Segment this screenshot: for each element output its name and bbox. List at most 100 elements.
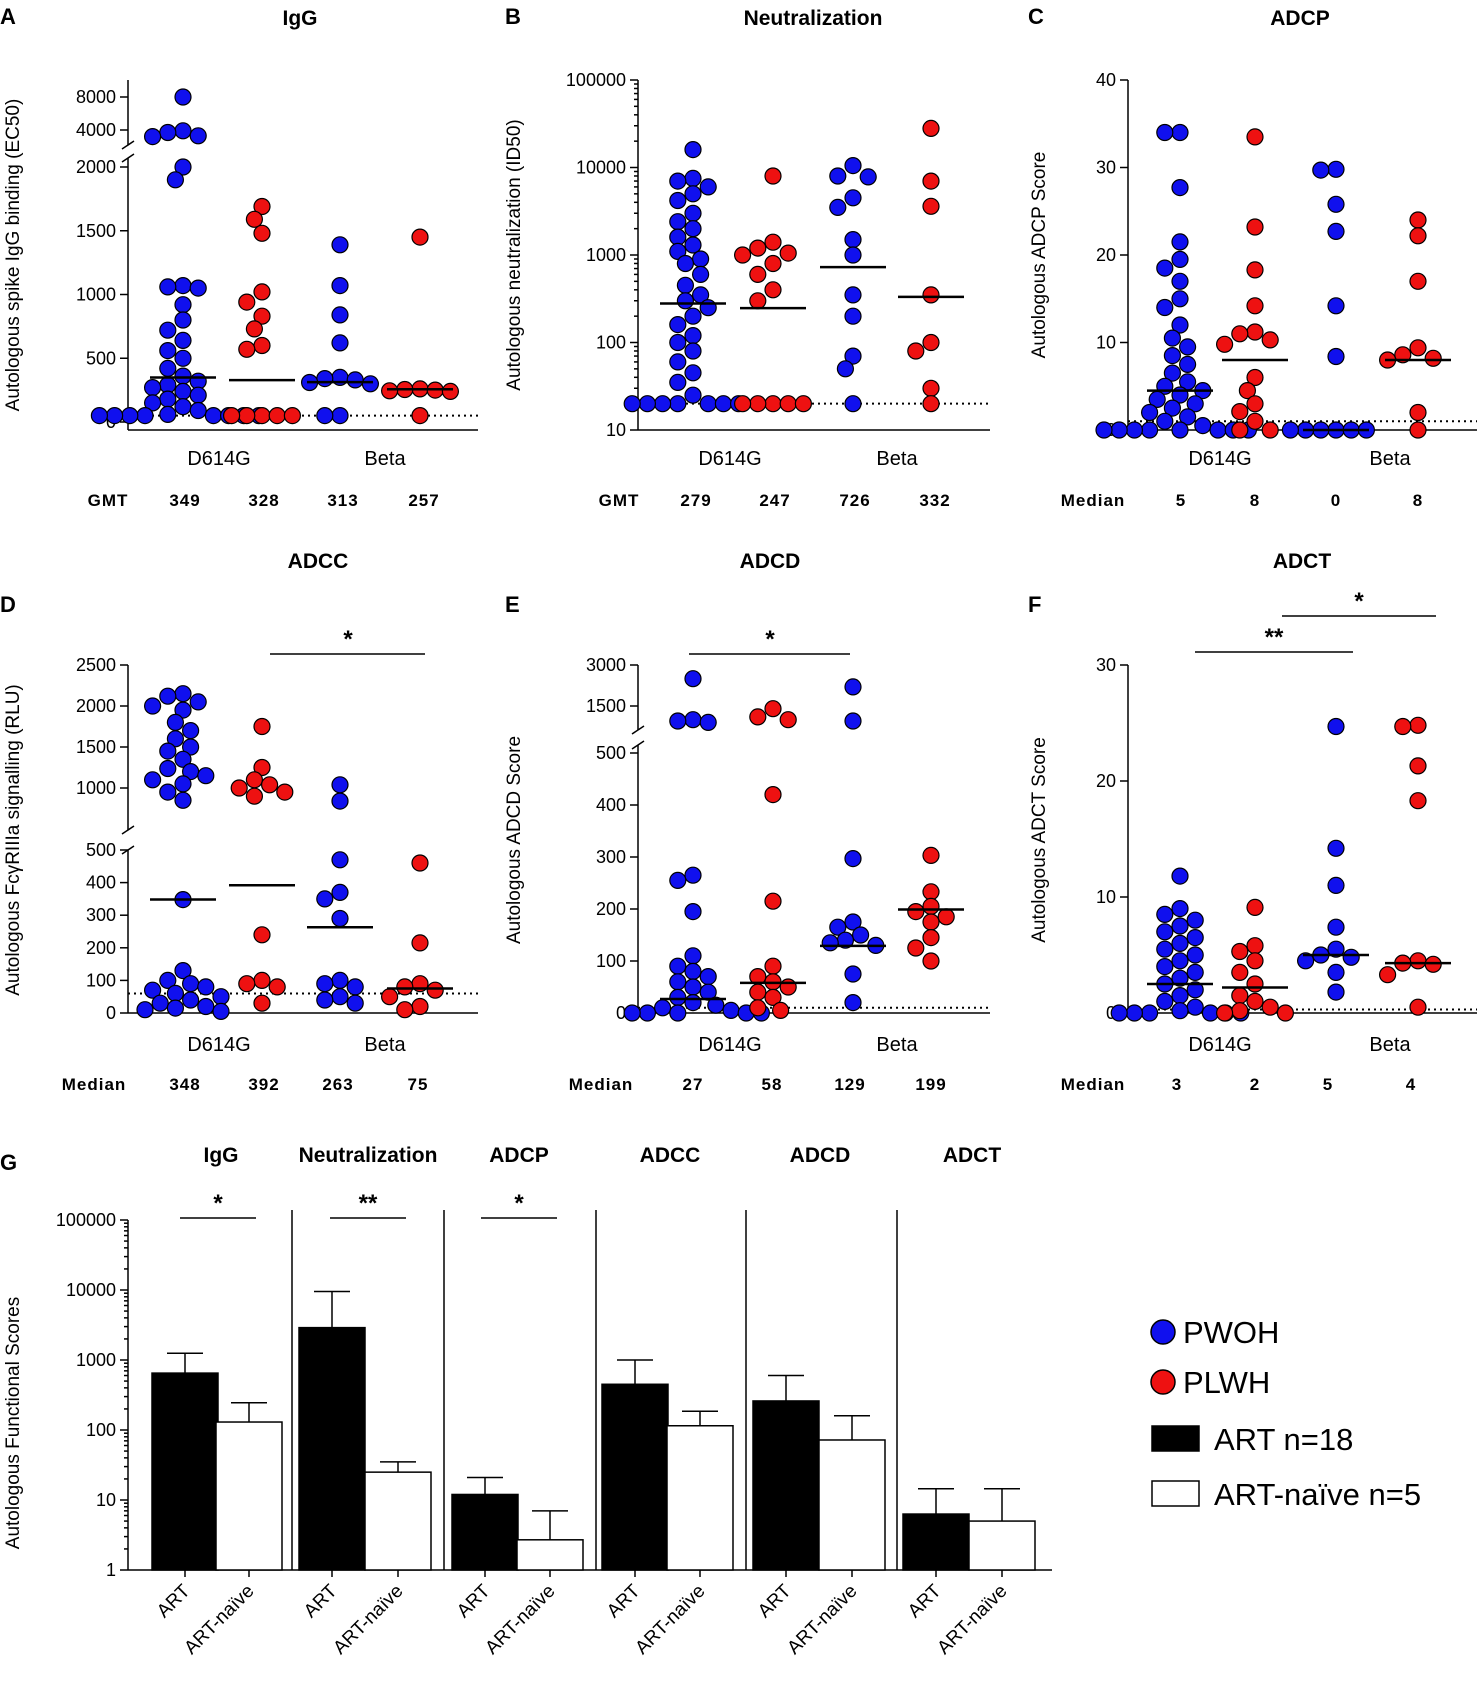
plwh-data-point [1409, 998, 1427, 1016]
stat-value: 8 [1250, 491, 1260, 510]
g-title-neutralization: Neutralization [299, 1144, 438, 1167]
pwoh-data-point [844, 849, 862, 868]
pwoh-data-point [1156, 259, 1174, 277]
pwoh-data-point [1327, 918, 1345, 936]
y-tick-label: 400 [86, 873, 116, 893]
pwoh-data-point [829, 918, 847, 936]
pwoh-data-point [1171, 421, 1189, 439]
plwh-data-point [411, 228, 429, 246]
stat-value: 5 [1176, 491, 1186, 510]
pwoh-data-point [691, 265, 710, 283]
plot-layer: 0500100015002000400080001010010001000010… [56, 70, 1477, 1659]
pwoh-data-point [669, 973, 687, 991]
pwoh-data-point [1194, 417, 1212, 435]
x-label-art: ART [153, 1580, 195, 1622]
pwoh-data-point [684, 220, 702, 238]
pwoh-data-point [159, 783, 177, 801]
category-d614g-d: D614G [187, 1034, 250, 1056]
y-tick-label: 10 [606, 420, 626, 440]
pwoh-data-point [174, 775, 192, 793]
y-tick-label: 100000 [566, 70, 626, 90]
pwoh-data-point [331, 407, 349, 425]
plwh-data-point [238, 340, 256, 358]
pwoh-data-point [1186, 946, 1204, 964]
axis-break-mark [631, 725, 645, 735]
g-significance-star: * [213, 1190, 223, 1217]
plwh-data-point [1409, 227, 1427, 245]
y-tick-label: 400 [596, 795, 626, 815]
x-label-art-naive: ART-naïve [481, 1581, 559, 1659]
pwoh-data-point [1171, 952, 1189, 970]
legend-art-label: ART n=18 [1214, 1422, 1353, 1457]
plwh-data-point [1215, 335, 1234, 353]
axis-break-mark [121, 153, 135, 163]
pwoh-data-point [159, 759, 177, 778]
legend: PWOH PLWH ART n=18 ART-naïve n=5 [1150, 1315, 1421, 1512]
y-tick-label: 10 [1096, 333, 1116, 353]
pwoh-data-point [1163, 399, 1182, 417]
pwoh-data-point [159, 405, 177, 423]
pwoh-data-point [669, 871, 687, 890]
legend-pwoh-marker [1150, 1319, 1176, 1345]
y-tick-label: 1000 [76, 778, 116, 798]
pwoh-data-point [1327, 195, 1345, 213]
plwh-data-point [253, 717, 271, 736]
pwoh-data-point [1171, 272, 1189, 290]
pwoh-data-point [684, 204, 702, 222]
y-tick-label: 2000 [76, 157, 116, 177]
pwoh-data-point [699, 967, 717, 986]
stat-value: 313 [327, 491, 358, 510]
pwoh-data-point [669, 957, 687, 975]
pwoh-data-point [331, 792, 349, 810]
stat-value: 279 [680, 491, 711, 510]
panel-label-d: D [0, 592, 16, 617]
x-label-art-naive: ART-naïve [180, 1581, 258, 1659]
plwh-data-point [253, 926, 271, 944]
panel-label-e: E [505, 592, 520, 617]
pwoh-data-point [174, 398, 192, 416]
y-tick-label: 10000 [576, 158, 626, 178]
stat-value: 247 [759, 491, 790, 510]
pwoh-data-point [182, 738, 200, 756]
pwoh-data-point [189, 127, 207, 145]
category-beta-e: Beta [876, 1034, 918, 1056]
pwoh-data-point [174, 791, 192, 809]
pwoh-data-point [676, 292, 695, 310]
plwh-data-point [426, 981, 444, 999]
pwoh-data-point [1171, 934, 1189, 953]
legend-naive-label: ART-naïve n=5 [1214, 1477, 1421, 1512]
pwoh-data-point [159, 321, 177, 339]
y-tick-label: 2000 [76, 696, 116, 716]
category-beta-d: Beta [364, 1034, 406, 1056]
plwh-data-point [779, 711, 797, 729]
y-tick-label: 10 [96, 1490, 116, 1510]
pwoh-data-point [844, 189, 862, 207]
pwoh-data-point [669, 242, 687, 260]
ylabel-g: Autologous Functional Scores [3, 1297, 24, 1549]
pwoh-data-point [699, 299, 717, 317]
pwoh-data-point [1156, 123, 1174, 142]
pwoh-data-point [212, 988, 230, 1006]
plwh-data-point [1246, 128, 1264, 146]
plwh-data-point [922, 846, 940, 865]
y-tick-label: 300 [86, 905, 116, 925]
plwh-data-point [922, 286, 940, 304]
pwoh-data-point [174, 349, 192, 367]
plwh-data-point [764, 957, 782, 975]
pwoh-data-point [669, 172, 687, 190]
y-tick-label: 100 [86, 1420, 116, 1440]
pwoh-data-point [1178, 338, 1197, 356]
pwoh-data-point [1171, 250, 1189, 268]
x-label-art: ART [603, 1580, 645, 1622]
plwh-data-point [1409, 403, 1427, 422]
pwoh-data-point [1171, 123, 1189, 142]
pwoh-data-point [144, 379, 162, 397]
pwoh-data-point [189, 693, 207, 711]
stat-value: 199 [915, 1075, 946, 1094]
plwh-data-point [907, 939, 925, 957]
plwh-data-point [1246, 975, 1264, 993]
pwoh-data-point [1163, 329, 1182, 347]
y-tick-label: 30 [1096, 655, 1116, 675]
plwh-data-point [922, 952, 940, 970]
pwoh-data-point [316, 370, 334, 388]
